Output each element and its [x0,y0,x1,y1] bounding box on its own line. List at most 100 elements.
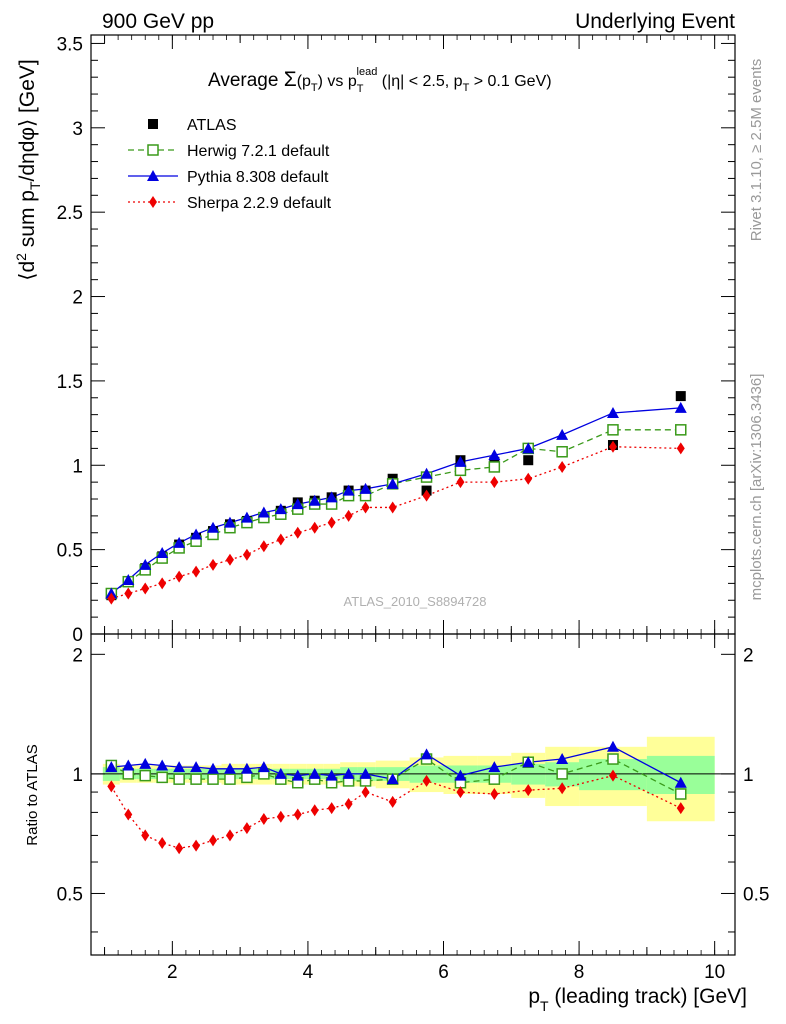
sherpa-main-point [490,476,499,489]
main-y-tick-label: 1 [72,456,83,477]
sherpa-ratio-point [225,829,234,842]
herwig-ratio-point [156,771,168,784]
main-y-tick-label: 3 [72,119,83,140]
herwig-ratio-point [607,753,619,765]
pythia-ratio-point [386,773,399,785]
pythia-main-point [359,482,372,494]
sherpa-ratio-point [344,797,353,810]
sherpa-main-point [310,521,319,534]
herwig-ratio-point [675,788,687,800]
sherpa-main-point [361,501,370,514]
pythia-main-point [291,498,304,510]
sherpa-ratio-point [107,780,116,793]
pythia-ratio-point [156,759,169,771]
sherpa-main-point [327,516,336,529]
herwig-legend-label: Herwig 7.2.1 default [187,143,330,160]
ratio-y-tick-label: 0.5 [57,884,83,905]
sherpa-ratio-point [676,802,685,815]
x-axis-title: pT (leading track) [GeV] [528,985,747,1014]
main-y-tick-label: 1.5 [57,372,83,393]
sherpa-ratio-point [192,839,201,852]
sherpa-ratio-point [209,834,218,847]
x-tick-label: 8 [574,962,585,983]
mcplots-label: mcplots.cern.ch [arXiv:1306.3436] [748,374,765,601]
main-y-tick-label: 0 [72,625,83,646]
ratio-y-tick-label: 2 [72,645,83,666]
sherpa-ratio-point [388,795,397,808]
herwig-ratio-point [556,768,568,780]
chart-title: Average Σ(pT) vs pTlead (|η| < 2.5, pT >… [208,66,552,95]
pythia-ratio-point [308,767,321,779]
sherpa-ratio-point [310,804,319,817]
herwig-main-point [556,446,568,458]
rivet-version-label: Rivet 3.1.10, ≥ 2.5M events [748,59,765,242]
sherpa-main-point [158,577,167,590]
pythia-main-point [420,467,433,479]
pythia-ratio-point [223,762,236,774]
sherpa-main-point [293,526,302,539]
atlas-main-point [675,391,686,402]
sherpa-ratio-point [361,786,370,799]
pythia-ratio-point [274,767,287,779]
sherpa-main-point [259,540,268,553]
pythia-ratio-point [105,761,118,773]
pythia-main-point [308,494,321,506]
pythia-ratio-point [556,753,569,765]
pythia-ratio-point [488,761,501,773]
atlas-legend-marker [148,119,158,129]
pythia-main-point [454,455,467,467]
ratio-y-tick-label-right: 1 [743,765,754,786]
ratio-series-layer [105,740,687,855]
herwig-ratio-point [173,773,185,785]
pythia-main-point [122,574,135,586]
pythia-ratio-point [122,759,135,771]
pythia-ratio-point [342,767,355,779]
x-tick-label: 2 [167,962,178,983]
herwig-ratio-point [224,773,236,785]
sherpa-main-point [209,558,218,571]
pythia-ratio-point [454,769,467,781]
sherpa-ratio-point [259,812,268,825]
pythia-main-point [139,558,152,570]
ratio-y-tick-label-right: 0.5 [743,884,769,905]
main-y-tick-label: 2.5 [57,203,83,224]
pythia-legend-label: Pythia 8.308 default [187,169,329,186]
sherpa-ratio-point [293,808,302,821]
herwig-main-line [110,429,681,595]
pythia-main-point [556,428,569,440]
sherpa-ratio-point [242,822,251,835]
pythia-main-point [257,506,270,518]
legend: ATLAS Herwig 7.2.1 default Pythia 8.308 de… [128,117,332,212]
sherpa-ratio-point [422,774,431,787]
header-left-label: 900 GeV pp [102,10,214,33]
pythia-ratio-point [207,762,220,774]
ratio-y-tick-label: 1 [72,765,83,786]
sherpa-main-point [107,592,116,605]
sherpa-ratio-point [158,836,167,849]
pythia-main-point [190,528,203,540]
pythia-main-point [342,484,355,496]
header-right-label: Underlying Event [575,10,735,33]
analysis-watermark: ATLAS_2010_S8894728 [344,594,487,609]
main-y-tick-label: 3.5 [57,34,83,55]
ratio-plot-frame [90,633,736,956]
sherpa-ratio-point [456,786,465,799]
atlas-legend-label: ATLAS [187,117,237,134]
herwig-main-point [675,424,687,436]
pythia-ratio-point [257,761,270,773]
main-y-axis-title: ⟨d2 sum pT/dηdφ⟩ [GeV] [13,59,43,280]
pythia-main-point [325,491,338,503]
sherpa-ratio-point [524,784,533,797]
pythia-ratio-point [359,767,372,779]
pythia-ratio-point [606,740,619,752]
sherpa-main-point [344,509,353,522]
main-y-tick-label: 2 [72,288,83,309]
pythia-ratio-point [139,757,152,769]
herwig-ratio-point [207,773,219,785]
sherpa-main-point [388,501,397,514]
sherpa-legend-label: Sherpa 2.2.9 default [187,195,332,212]
pythia-ratio-point [522,756,535,768]
sherpa-main-point [124,587,133,600]
sherpa-ratio-point [124,808,133,821]
sherpa-ratio-point [276,810,285,823]
